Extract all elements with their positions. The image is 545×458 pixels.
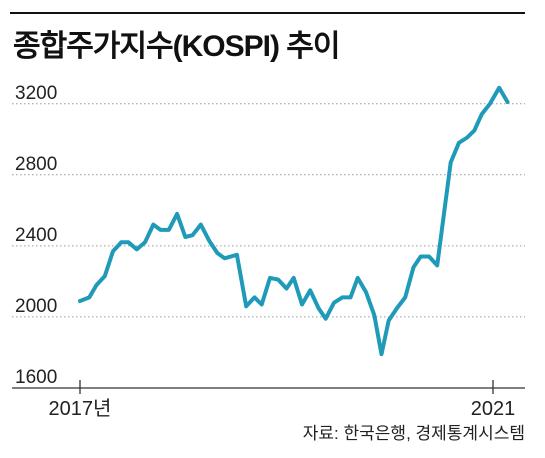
data-point (465, 135, 469, 140)
y-tick-label: 1600 (15, 367, 57, 388)
y-tick-label: 2400 (15, 225, 57, 246)
data-point (207, 239, 211, 243)
data-point (260, 302, 264, 307)
data-point (252, 295, 257, 299)
data-point (135, 247, 139, 251)
data-point (364, 290, 368, 294)
x-axis: 2017년 2021 (12, 380, 525, 420)
data-point (151, 223, 155, 227)
data-point (387, 318, 391, 323)
data-point (372, 313, 376, 317)
y-tick-label: 3200 (15, 83, 57, 104)
source-note: 자료: 한국은행, 경제통계시스템 (302, 424, 525, 443)
series-kospi (78, 85, 510, 357)
data-point (190, 233, 195, 237)
data-point (488, 102, 492, 106)
data-point (183, 235, 187, 239)
data-point (419, 254, 423, 259)
chart-title: 종합주가지수(KOSPI) 추이 (13, 30, 340, 63)
data-point (497, 86, 501, 90)
data-point (268, 276, 272, 280)
data-point (395, 306, 399, 310)
data-point (379, 352, 384, 356)
data-point (348, 295, 353, 299)
data-point (340, 295, 344, 299)
data-point (411, 265, 416, 269)
data-point (126, 240, 131, 244)
data-point (308, 288, 312, 292)
data-point (119, 240, 123, 244)
y-tick-label: 2800 (15, 154, 57, 175)
data-point (356, 276, 360, 280)
data-point (78, 299, 82, 303)
y-tick-label: 2000 (15, 296, 57, 317)
data-point (223, 256, 227, 260)
data-point (427, 254, 431, 259)
data-point (158, 228, 163, 232)
x-tick-label: 2017년 (49, 397, 112, 420)
data-point (111, 249, 115, 253)
data-point (457, 141, 461, 145)
data-point (143, 240, 147, 244)
data-point (103, 274, 107, 278)
x-tick-label: 2021 (471, 398, 516, 420)
y-axis-labels: 3200 2800 2400 2000 1600 (15, 83, 57, 388)
data-point (244, 304, 248, 308)
data-point (215, 251, 219, 255)
top-rule (10, 12, 525, 14)
data-point (403, 295, 407, 299)
data-point (87, 295, 91, 299)
data-point (480, 112, 484, 116)
data-point (199, 223, 203, 227)
data-point (472, 128, 476, 132)
data-point (332, 301, 336, 305)
gridlines (12, 103, 525, 318)
data-point (435, 263, 439, 267)
data-point (292, 276, 296, 280)
data-point (276, 278, 280, 282)
data-point (94, 283, 99, 287)
series-line (78, 85, 510, 357)
data-point (300, 302, 304, 307)
data-point (175, 212, 179, 216)
data-point (284, 286, 289, 291)
data-point (167, 228, 171, 232)
data-point (316, 306, 321, 310)
data-point (449, 160, 453, 164)
data-point (235, 253, 239, 257)
data-point (324, 317, 328, 321)
data-point (505, 100, 510, 104)
